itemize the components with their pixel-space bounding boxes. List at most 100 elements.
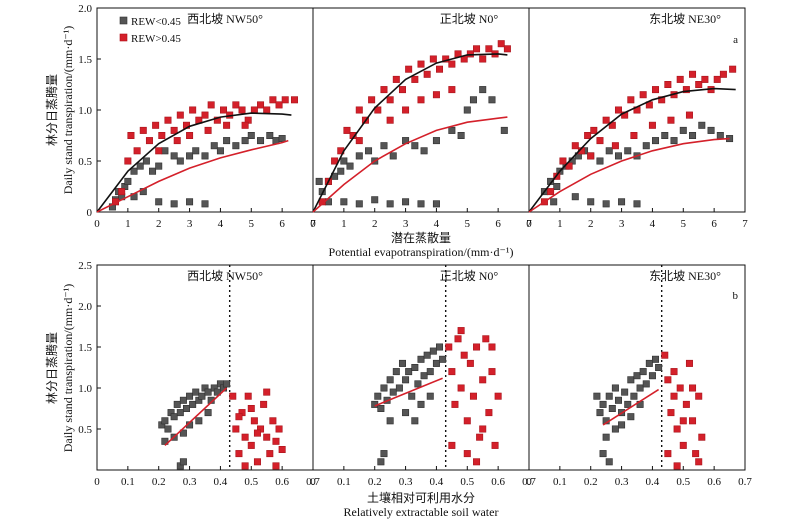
point-rew-high [685,111,693,119]
point-rew-high [476,433,484,441]
x-tick-label: 3 [187,218,193,230]
point-rew-low [605,392,613,400]
point-rew-high [238,106,246,114]
x-tick-label: 2 [156,218,162,230]
panel-title: 正北坡 N0° [440,269,499,283]
x-tick-label: 0.1 [337,476,351,488]
point-rew-low [550,198,558,206]
fit-curve-high [96,112,292,213]
point-rew-low [414,380,422,388]
chart-a: 0 0.5 1.0 1.5 2.0 0 1 2 3 4 5 6 7 西北坡 NW50° 0 1 2 3 4 5 6 7 正北… [78,3,748,230]
point-rew-high [272,437,280,445]
point-rew-high [266,450,274,458]
point-rew-high [405,65,413,73]
point-rew-low [241,137,249,145]
point-rew-high [695,392,703,400]
point-rew-low [605,458,613,466]
point-rew-low [639,368,647,376]
fit-curve-low [374,377,443,407]
point-rew-low [611,384,619,392]
point-rew-low [204,409,212,417]
point-rew-low [488,96,496,104]
point-rew-high [482,335,490,343]
y-tick-label: 0.5 [78,156,92,168]
x-tick-label: 0 [310,476,316,488]
point-rew-low [439,355,447,363]
point-rew-high [290,96,298,104]
point-rew-low [186,152,194,160]
x-label-cn-bottom: 土壤相对可利用水分 [367,490,475,505]
point-rew-low [201,200,209,208]
x-label-cn-top: 潜在蒸散量 [391,230,451,245]
point-rew-low [161,417,169,425]
point-rew-high [133,147,141,155]
point-rew-high [124,157,132,165]
point-rew-low [479,86,487,94]
point-rew-low [380,142,388,150]
point-rew-low [176,157,184,165]
point-rew-high [479,425,487,433]
point-rew-high [719,70,727,78]
point-rew-low [633,372,641,380]
point-rew-high [627,96,635,104]
y-tick-label: 1.5 [78,54,92,66]
point-rew-high [614,106,622,114]
point-rew-low [377,404,385,412]
point-rew-high [667,116,675,124]
point-rew-high [235,413,243,421]
panel-letter-a: a [733,34,738,46]
point-rew-low [621,388,629,396]
point-rew-high [263,106,271,114]
fit-curve-low [164,387,228,446]
x-tick-label: 2 [588,218,594,230]
point-rew-low [176,409,184,417]
x-tick-label: 4 [218,218,224,230]
point-rew-high [263,388,271,396]
point-rew-high [682,400,690,408]
x-tick-label: 0.7 [306,476,320,488]
point-rew-low [402,409,410,417]
point-rew-high [652,86,660,94]
point-rew-high [611,142,619,150]
point-rew-low [223,380,231,388]
point-rew-low [386,417,394,425]
point-rew-high [571,142,579,150]
point-rew-low [411,142,419,150]
point-rew-high [547,188,555,196]
point-rew-low [432,359,440,367]
point-rew-low [170,200,178,208]
point-rew-low [605,147,613,155]
point-rew-low [630,392,638,400]
point-rew-low [136,162,144,170]
point-rew-high [281,96,289,104]
point-rew-high [454,335,462,343]
point-rew-high [235,450,243,458]
point-rew-high [386,116,394,124]
point-rew-low [618,421,626,429]
y-label-en-top: Daily stand transpiration/(mm·d⁻¹) [61,26,75,195]
y-label-en-bottom: Daily stand transpiration/(mm·d⁻¹) [61,284,75,453]
x-tick-label: 0.5 [244,476,258,488]
point-rew-high [664,81,672,89]
y-tick-label: 1.5 [78,342,92,354]
point-rew-high [445,343,453,351]
point-rew-low [411,363,419,371]
x-tick-label: 1 [125,218,131,230]
point-rew-high [269,417,277,425]
point-rew-low [355,200,363,208]
point-rew-low [142,157,150,165]
x-tick-label: 0.1 [121,476,135,488]
point-rew-low [457,132,465,140]
point-rew-low [593,392,601,400]
point-rew-high [260,400,268,408]
point-rew-high [374,106,382,114]
panel-title: 东北坡 NE30° [649,269,721,283]
point-rew-low [661,132,669,140]
y-tick-label: 2.5 [78,260,92,272]
point-rew-high [241,433,249,441]
point-rew-low [266,132,274,140]
point-rew-high [448,86,456,94]
point-rew-low [386,200,394,208]
point-rew-high [170,126,178,134]
